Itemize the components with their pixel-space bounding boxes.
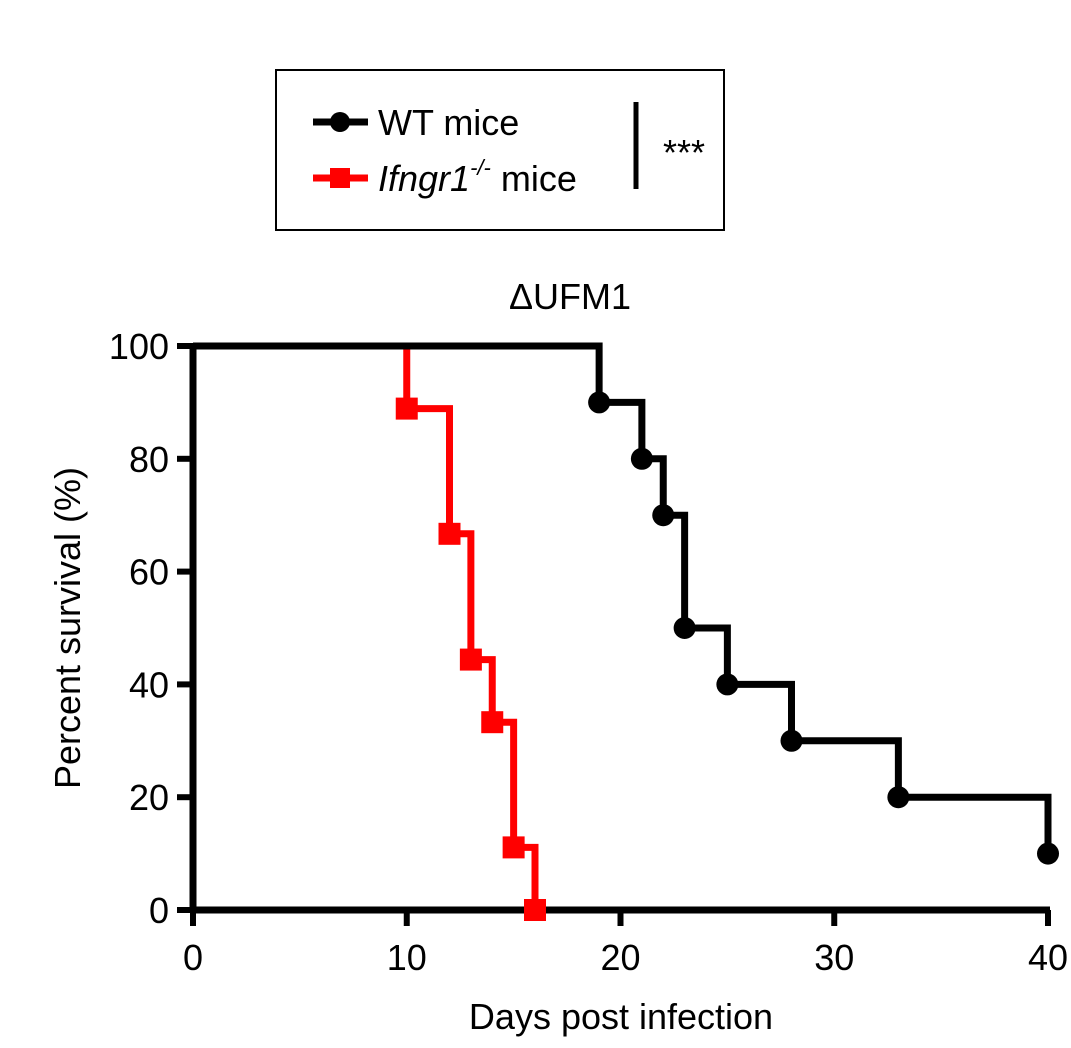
data-point-ifngr1 xyxy=(438,522,461,545)
legend-marker-wt xyxy=(330,112,350,132)
data-point-wt xyxy=(630,447,653,470)
x-tick-label: 20 xyxy=(600,937,640,978)
data-point-wt xyxy=(673,617,696,639)
chart-title: ΔUFM1 xyxy=(509,276,631,317)
data-point-wt xyxy=(1037,842,1059,865)
legend-label-ifngr1-superscript: -/- xyxy=(470,155,491,180)
legend-label-wt: WT mice xyxy=(378,102,519,143)
x-tick-label: 0 xyxy=(183,937,203,978)
y-axis-label: Percent survival (%) xyxy=(47,467,88,789)
axes: 0 20 40 60 80 100 0 10 20 30 40 xyxy=(109,326,1068,978)
data-point-wt xyxy=(652,504,675,527)
data-point-wt xyxy=(780,729,803,752)
y-tick-label: 20 xyxy=(129,777,169,818)
data-point-ifngr1 xyxy=(481,711,504,734)
series-line-wt xyxy=(193,342,1052,854)
y-tick-label: 40 xyxy=(129,664,169,705)
legend-label-ifngr1: Ifngr1-/- mice xyxy=(378,155,577,199)
data-point-wt xyxy=(887,786,910,809)
legend-box xyxy=(275,69,725,231)
x-axis-label: Days post infection xyxy=(469,996,773,1037)
x-tick-label: 40 xyxy=(1028,937,1068,978)
y-tick-label: 0 xyxy=(149,890,169,931)
y-tick-label: 60 xyxy=(129,552,169,593)
data-point-wt xyxy=(716,673,739,696)
legend: WT mice Ifngr1-/- mice *** xyxy=(275,69,725,231)
data-point-ifngr1 xyxy=(459,648,482,671)
plot-area xyxy=(193,342,1059,921)
y-tick-label: 80 xyxy=(129,439,169,480)
x-tick-label: 10 xyxy=(387,937,427,978)
significance-label: *** xyxy=(663,132,705,173)
x-tick-label: 30 xyxy=(814,937,854,978)
data-point-ifngr1 xyxy=(395,397,418,420)
series-line-ifngr1 xyxy=(193,342,539,910)
y-tick-label: 100 xyxy=(109,326,169,367)
data-point-wt xyxy=(588,391,611,414)
legend-marker-ifngr1 xyxy=(330,168,350,188)
legend-label-ifngr1-gene: Ifngr1 xyxy=(378,158,470,199)
data-point-ifngr1 xyxy=(524,899,546,921)
legend-label-ifngr1-suffix: mice xyxy=(491,158,577,199)
data-point-ifngr1 xyxy=(502,836,525,859)
